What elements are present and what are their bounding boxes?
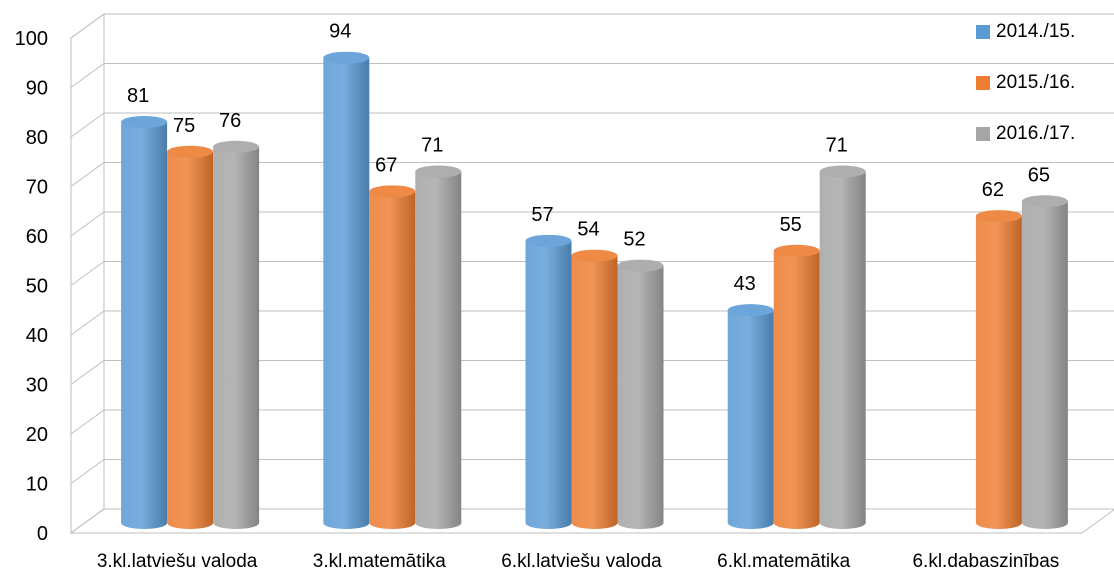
bar-top <box>121 116 168 129</box>
data-label: 65 <box>1028 164 1050 186</box>
gridline <box>70 211 1114 237</box>
bar-body <box>1021 201 1068 529</box>
y-tick-label: 30 <box>26 375 48 397</box>
bar-2-2 <box>617 259 664 529</box>
y-tick-label: 100 <box>15 28 48 50</box>
bar-top <box>975 210 1022 223</box>
bar-body <box>323 57 370 529</box>
data-label: 71 <box>421 135 443 157</box>
x-tick-label: 3.kl.latviešu valoda <box>97 551 258 572</box>
bar-2-1 <box>415 165 462 530</box>
y-tick-label: 40 <box>26 325 48 347</box>
y-tick-label: 0 <box>37 523 48 545</box>
gridline <box>70 112 1114 138</box>
bar-body <box>819 171 866 530</box>
bar-1-4 <box>975 210 1022 529</box>
bar-body <box>571 255 618 529</box>
bar-0-1 <box>323 51 370 529</box>
data-label: 76 <box>219 110 241 132</box>
bar-body <box>369 191 416 529</box>
bar-body <box>727 310 774 529</box>
bar-1-0 <box>167 145 214 529</box>
legend-item-2: 2016./17. <box>976 120 1075 148</box>
data-label: 71 <box>826 135 848 157</box>
gridline <box>70 162 1114 187</box>
bar-1-1 <box>369 185 416 529</box>
x-tick-label: 6.kl.matemātika <box>717 551 850 572</box>
legend-swatch-2 <box>976 127 990 141</box>
bar-top <box>415 165 462 178</box>
data-label: 54 <box>577 219 599 241</box>
legend-item-0: 2014./15. <box>976 18 1075 46</box>
bar-2-3 <box>819 165 866 530</box>
legend-swatch-0 <box>976 25 990 39</box>
data-label: 43 <box>734 273 756 295</box>
bar-body <box>213 146 260 530</box>
bar-top <box>773 244 820 257</box>
bar-body <box>975 216 1022 529</box>
bar-2-4 <box>1021 195 1068 529</box>
data-label: 52 <box>623 229 645 251</box>
bar-2-0 <box>213 140 260 530</box>
bar-top <box>819 165 866 178</box>
bar-top <box>323 51 370 64</box>
bar-body <box>415 171 462 530</box>
data-label: 57 <box>531 204 553 226</box>
bar-0-2 <box>525 234 572 529</box>
gridline <box>70 13 1114 39</box>
bar-top <box>213 140 260 153</box>
bar-1-3 <box>773 244 820 529</box>
legend-label-2: 2016./17. <box>996 123 1076 144</box>
data-label: 55 <box>780 214 802 236</box>
y-tick-label: 80 <box>26 127 48 149</box>
data-label: 67 <box>375 154 397 176</box>
x-axis-ticks: 3.kl.latviešu valoda 3.kl.matemātika 6.kl.… <box>97 551 1059 572</box>
bars <box>121 51 1068 530</box>
bar-top <box>571 249 618 262</box>
x-tick-label: 3.kl.matemātika <box>313 551 446 572</box>
y-tick-label: 60 <box>26 226 48 248</box>
y-axis-ticks: 0 10 20 30 40 50 60 70 80 90 100 <box>15 28 48 545</box>
bar-top <box>1021 195 1068 208</box>
x-tick-label: 6.kl.dabaszinības <box>912 551 1059 572</box>
bar-top <box>369 185 416 198</box>
bar-0-3 <box>727 304 774 529</box>
bar-top <box>525 234 572 247</box>
bar-top <box>727 304 774 317</box>
y-tick-label: 50 <box>26 276 48 298</box>
gridline <box>70 63 1114 88</box>
bar-top <box>617 259 664 272</box>
legend-swatch-1 <box>976 76 990 90</box>
legend-label-0: 2014./15. <box>996 21 1076 42</box>
bar-body <box>167 151 214 529</box>
data-labels: 81 75 76 94 67 71 57 54 52 43 55 71 62 65 <box>127 21 1050 295</box>
bar-body <box>617 265 664 529</box>
bar-body <box>121 122 168 530</box>
y-tick-label: 70 <box>26 177 48 199</box>
data-label: 81 <box>127 85 149 107</box>
bar-body <box>773 250 820 529</box>
bar-top <box>167 145 214 158</box>
y-tick-label: 90 <box>26 78 48 100</box>
y-tick-label: 20 <box>26 424 48 446</box>
x-tick-label: 6.kl.latviešu valoda <box>501 551 662 572</box>
legend-label-1: 2015./16. <box>996 72 1076 93</box>
data-label: 62 <box>982 179 1004 201</box>
bar-1-2 <box>571 249 618 529</box>
bar-0-0 <box>121 116 168 530</box>
bar-body <box>525 240 572 529</box>
data-label: 75 <box>173 115 195 137</box>
y-tick-label: 10 <box>26 474 48 496</box>
legend: 2014./15. 2015./16. 2016./17. <box>976 18 1075 171</box>
legend-item-1: 2015./16. <box>976 69 1075 97</box>
data-label: 94 <box>329 21 351 43</box>
